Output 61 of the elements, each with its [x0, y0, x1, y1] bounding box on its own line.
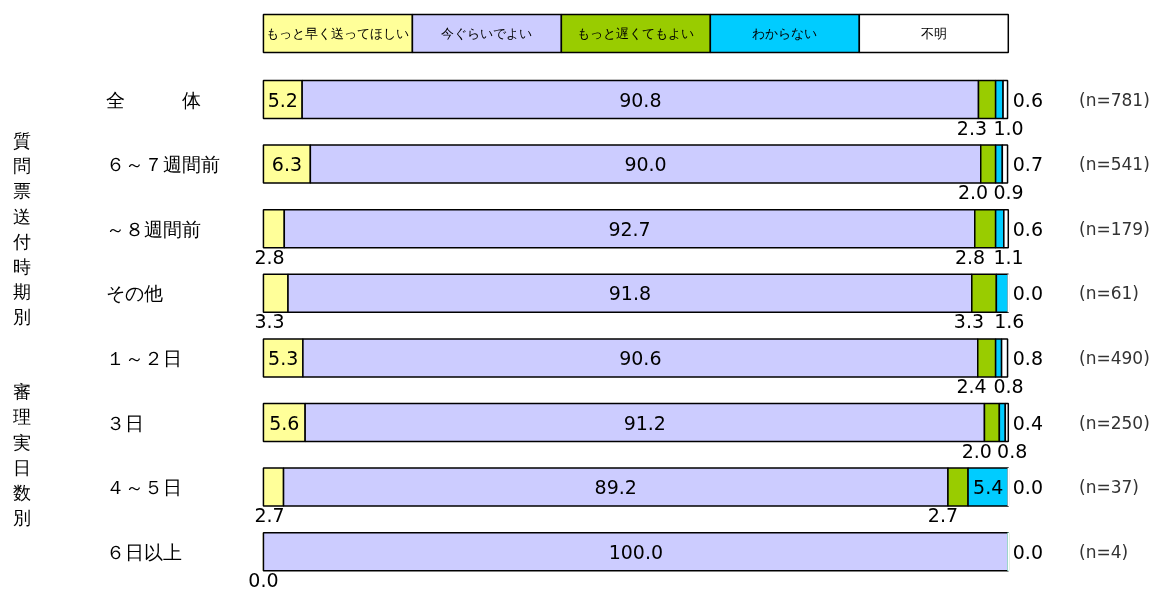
- data-label: 90.6: [619, 346, 662, 369]
- data-label: 0.8: [1012, 346, 1043, 369]
- text: (n=179): [1079, 218, 1150, 239]
- data-label: 1.0: [993, 116, 1024, 139]
- data-label: 1.1: [993, 245, 1024, 268]
- y-tick-label: 全 体: [105, 88, 201, 111]
- text: (n=61): [1079, 283, 1139, 304]
- data-label: 0.9: [993, 181, 1024, 204]
- data-label: 0.0: [1012, 282, 1043, 305]
- data-label: 5.3: [268, 346, 299, 369]
- text: (n=37): [1079, 477, 1139, 498]
- data-label: 2.3: [956, 116, 988, 139]
- data-label: 2.0: [957, 181, 989, 204]
- y-tick-label: ６日以上: [105, 540, 182, 563]
- data-label: 2.8: [954, 245, 986, 268]
- data-label: 6.3: [271, 153, 303, 176]
- data-label: 91.2: [623, 411, 666, 434]
- text: (n=490): [1079, 347, 1150, 368]
- text: (n=250): [1079, 412, 1150, 433]
- data-label: 1.6: [994, 310, 1025, 333]
- data-label: 0.0: [1012, 476, 1043, 499]
- y-tick-label: ６～７週間前: [105, 153, 220, 176]
- data-label: 2.0: [961, 439, 992, 462]
- text: もっと遅くてもよい: [577, 26, 695, 41]
- text: もっと早く送ってほしい: [266, 26, 410, 41]
- data-label: 90.8: [619, 88, 662, 111]
- text: (n=4): [1079, 541, 1129, 562]
- text: 審理実日数別: [13, 381, 32, 529]
- data-label: 89.2: [594, 476, 637, 499]
- data-label: 0.4: [1012, 411, 1043, 434]
- text: 今ぐらいでよい: [441, 26, 533, 41]
- data-label: 92.7: [608, 217, 651, 240]
- data-label: 5.2: [267, 88, 298, 111]
- data-label: 5.6: [269, 411, 300, 434]
- text: 質問票送付時期別: [12, 130, 32, 328]
- data-label: 0.0: [248, 568, 279, 589]
- data-label: 0.7: [1012, 153, 1043, 176]
- data-label: 91.8: [608, 282, 652, 305]
- y-tick-label: ４～５日: [105, 476, 182, 499]
- data-label: 3.3: [254, 310, 285, 333]
- data-label: 3.3: [953, 310, 985, 333]
- y-tick-label: ３日: [105, 411, 144, 434]
- data-label: 0.6: [1012, 88, 1043, 111]
- data-label: 0.0: [1012, 540, 1043, 563]
- text: わからない: [752, 26, 818, 41]
- data-label: 2.8: [254, 245, 285, 268]
- data-label: 0.8: [997, 439, 1028, 462]
- y-tick-label: １～２日: [105, 346, 182, 369]
- y-tick-label: ～８週間前: [105, 217, 201, 240]
- text: (n=781): [1079, 89, 1150, 110]
- data-label: 5.4: [973, 476, 1004, 499]
- y-tick-label: その他: [105, 282, 163, 305]
- data-label: 0.8: [993, 374, 1024, 397]
- text: (n=541): [1079, 154, 1150, 175]
- data-label: 0.6: [1012, 217, 1043, 240]
- data-label: 100.0: [608, 540, 664, 563]
- data-label: 2.7: [254, 504, 285, 527]
- text: 不明: [920, 26, 947, 41]
- data-label: 90.0: [624, 153, 667, 176]
- data-label: 2.4: [956, 374, 987, 397]
- data-label: 2.7: [927, 504, 959, 527]
